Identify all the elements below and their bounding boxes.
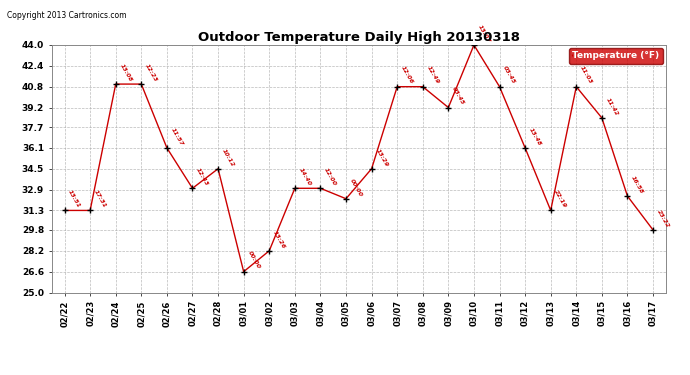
Text: 10:12: 10:12 bbox=[221, 147, 235, 167]
Text: 13:29: 13:29 bbox=[375, 147, 388, 167]
Text: 13:48: 13:48 bbox=[528, 127, 542, 147]
Text: 03:45: 03:45 bbox=[451, 86, 466, 106]
Text: 14:40: 14:40 bbox=[297, 167, 312, 187]
Text: 22:19: 22:19 bbox=[553, 189, 568, 209]
Text: 12:23: 12:23 bbox=[144, 63, 159, 83]
Text: 17:31: 17:31 bbox=[93, 189, 107, 209]
Text: 03:45: 03:45 bbox=[502, 66, 517, 85]
Text: 00:00: 00:00 bbox=[246, 251, 261, 270]
Legend: Temperature (°F): Temperature (°F) bbox=[569, 48, 663, 64]
Text: 16:58: 16:58 bbox=[630, 175, 644, 195]
Text: 11:57: 11:57 bbox=[170, 127, 184, 147]
Text: 11:03: 11:03 bbox=[579, 66, 593, 85]
Text: 13:51: 13:51 bbox=[68, 189, 81, 209]
Text: 00:00: 00:00 bbox=[348, 177, 363, 197]
Text: 12:49: 12:49 bbox=[426, 66, 440, 85]
Text: Copyright 2013 Cartronics.com: Copyright 2013 Cartronics.com bbox=[7, 11, 126, 20]
Text: 12:06: 12:06 bbox=[400, 66, 414, 85]
Text: 13:08: 13:08 bbox=[119, 63, 133, 83]
Text: 11:42: 11:42 bbox=[604, 97, 619, 117]
Text: 12:00: 12:00 bbox=[323, 167, 337, 187]
Text: 13:07: 13:07 bbox=[477, 24, 491, 44]
Title: Outdoor Temperature Daily High 20130318: Outdoor Temperature Daily High 20130318 bbox=[198, 31, 520, 44]
Text: 12:43: 12:43 bbox=[195, 167, 210, 187]
Text: 13:26: 13:26 bbox=[272, 230, 286, 249]
Text: 23:22: 23:22 bbox=[656, 209, 670, 229]
